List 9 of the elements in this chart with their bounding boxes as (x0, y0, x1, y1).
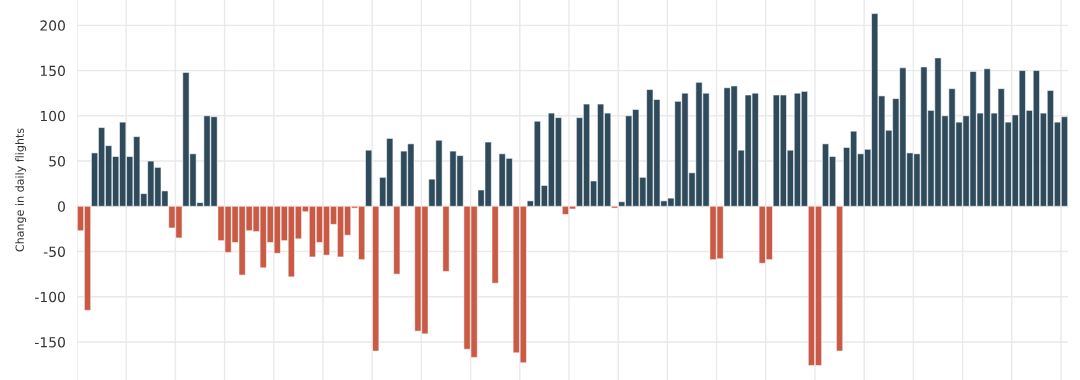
y-tick-label: 50 (49, 156, 65, 167)
y-tick-label: -50 (43, 246, 65, 257)
y-tick-label: 0 (57, 201, 65, 212)
y-tick-label: 200 (40, 20, 65, 31)
y-tick-label: -100 (35, 291, 65, 303)
y-tick-label: 100 (40, 110, 65, 122)
y-axis-title: Change in daily flights (15, 128, 27, 252)
y-tick-label: -150 (35, 336, 65, 348)
y-tick-label: 150 (40, 65, 65, 77)
